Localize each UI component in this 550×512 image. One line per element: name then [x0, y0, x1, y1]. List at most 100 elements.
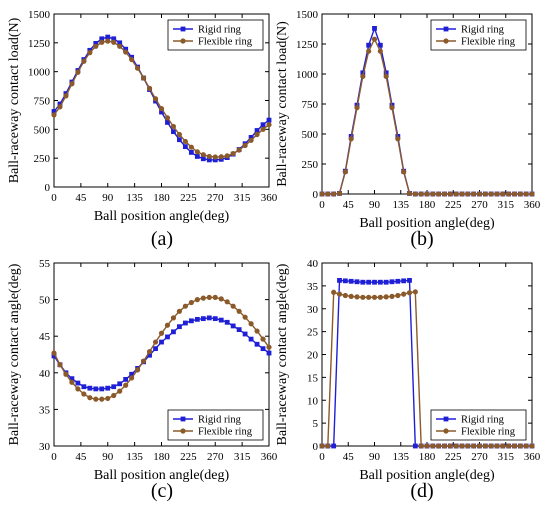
y-tick-label: 1000	[28, 67, 51, 79]
data-point	[447, 443, 453, 449]
data-point	[354, 105, 360, 111]
y-tick-label: 30	[307, 304, 319, 316]
data-point	[218, 296, 224, 302]
y-tick-label: 250	[302, 159, 319, 171]
chart-panel-3: 0 45 90 135 180 225 270 315 360 30 35 40 45 50 55 Ball …	[7, 258, 278, 502]
data-point	[105, 34, 111, 40]
y-tick-label: 50	[39, 295, 51, 307]
data-point	[230, 303, 236, 309]
y-tick-label: 1500	[296, 9, 319, 21]
x-tick-label: 90	[102, 192, 114, 204]
y-tick-label: 0	[313, 189, 319, 201]
y-tick-label: 750	[34, 96, 51, 108]
x-tick-label: 90	[102, 451, 114, 463]
y-tick-label: 55	[39, 258, 51, 270]
x-tick-label: 270	[471, 451, 488, 463]
data-point	[200, 295, 206, 301]
data-point	[395, 278, 401, 284]
data-point	[176, 131, 183, 138]
data-point	[51, 350, 57, 356]
data-point	[57, 362, 63, 368]
data-point	[360, 294, 366, 300]
data-point	[230, 323, 236, 329]
data-point	[424, 443, 430, 449]
data-point	[200, 156, 206, 162]
data-point	[366, 279, 372, 285]
data-point	[412, 289, 418, 295]
y-tick-label: 250	[34, 153, 51, 165]
x-tick-label: 0	[319, 451, 325, 463]
data-point	[63, 371, 69, 377]
data-point	[354, 279, 360, 285]
data-point	[348, 278, 354, 284]
legend-label: Rigid ring	[198, 415, 242, 426]
x-axis-title: Ball position angle(deg)	[94, 209, 230, 224]
data-point	[158, 105, 165, 112]
legend-item: Flexible ring	[173, 427, 253, 438]
series-line	[53, 40, 270, 158]
data-point	[471, 191, 477, 197]
data-point	[188, 144, 194, 150]
data-point	[117, 381, 123, 387]
series-flexible-ring	[319, 289, 535, 449]
legend-swatch-marker	[180, 26, 186, 32]
panel-label: (d)	[410, 480, 433, 502]
data-point	[389, 105, 395, 111]
data-point	[371, 36, 378, 42]
data-point	[412, 443, 418, 449]
data-point	[158, 330, 165, 336]
x-axis-title: Ball position angle(deg)	[94, 468, 230, 483]
data-point	[348, 293, 354, 299]
data-point	[105, 38, 111, 44]
y-axis-title: Ball-raceway contact angle(deg)	[7, 263, 22, 445]
x-tick-label: 45	[343, 451, 355, 463]
data-point	[465, 191, 471, 197]
series-line	[322, 26, 532, 195]
x-tick-label: 225	[445, 451, 462, 463]
series-rigid-ring	[319, 26, 535, 197]
x-tick-label: 45	[343, 199, 355, 211]
data-point	[152, 96, 159, 102]
data-point	[87, 395, 93, 401]
data-point	[482, 191, 488, 197]
y-tick-label: 25	[307, 327, 319, 339]
y-tick-label: 15	[307, 372, 319, 384]
data-point	[93, 41, 99, 46]
chart-panel-2: 0 45 90 135 180 225 270 315 360 0 250 500 750 1000 125…	[275, 9, 541, 250]
series-rigid-ring	[51, 315, 272, 392]
data-point	[135, 367, 141, 373]
data-point	[212, 157, 218, 163]
y-tick-label: 20	[307, 350, 319, 362]
data-point	[153, 346, 158, 352]
data-point	[93, 396, 99, 402]
legend-swatch-marker	[180, 38, 186, 44]
data-point	[93, 43, 99, 49]
data-point	[248, 135, 254, 140]
data-point	[506, 443, 512, 449]
legend-swatch-marker	[180, 428, 186, 434]
data-point	[336, 190, 343, 196]
data-point	[51, 112, 57, 118]
data-point	[212, 316, 218, 322]
data-point	[123, 46, 129, 52]
data-point	[140, 358, 147, 364]
data-point	[165, 334, 170, 340]
data-point	[147, 352, 152, 358]
data-point	[236, 308, 242, 314]
data-point	[342, 169, 348, 175]
data-point	[230, 150, 236, 157]
data-point	[117, 40, 123, 46]
data-point	[377, 48, 383, 54]
data-point	[401, 291, 407, 297]
x-tick-label: 360	[261, 192, 278, 204]
data-point	[146, 85, 153, 91]
data-point	[401, 278, 407, 284]
data-point	[406, 290, 413, 296]
legend-label: Flexible ring	[461, 37, 516, 48]
data-point	[51, 353, 57, 359]
data-point	[99, 386, 105, 392]
x-tick-label: 90	[369, 451, 381, 463]
x-tick-label: 315	[234, 192, 251, 204]
data-point	[488, 443, 494, 449]
